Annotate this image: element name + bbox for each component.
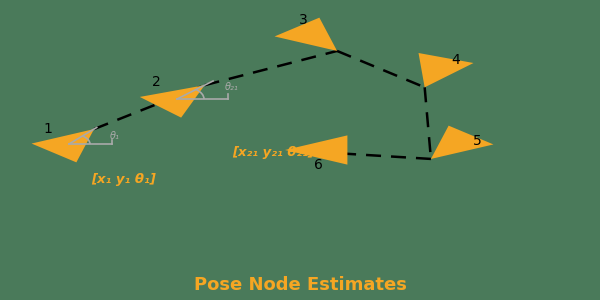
Text: 2: 2 <box>152 76 160 89</box>
Polygon shape <box>32 129 94 162</box>
Text: [x₁ y₁ θ₁]: [x₁ y₁ θ₁] <box>91 173 155 186</box>
Text: 5: 5 <box>473 134 481 148</box>
Text: θ₂₁: θ₂₁ <box>225 82 239 92</box>
Text: [x₂₁ y₂₁ θ₂₁]: [x₂₁ y₂₁ θ₂₁] <box>232 146 314 159</box>
Text: 4: 4 <box>452 53 460 67</box>
Polygon shape <box>275 18 337 51</box>
Polygon shape <box>419 53 473 87</box>
Text: 6: 6 <box>314 158 322 172</box>
Polygon shape <box>431 126 493 159</box>
Polygon shape <box>140 85 205 118</box>
Text: 3: 3 <box>299 13 307 26</box>
Text: Pose Node Estimates: Pose Node Estimates <box>194 276 406 294</box>
Text: θ₁: θ₁ <box>110 130 119 141</box>
Text: 1: 1 <box>44 122 52 136</box>
Polygon shape <box>285 135 347 165</box>
